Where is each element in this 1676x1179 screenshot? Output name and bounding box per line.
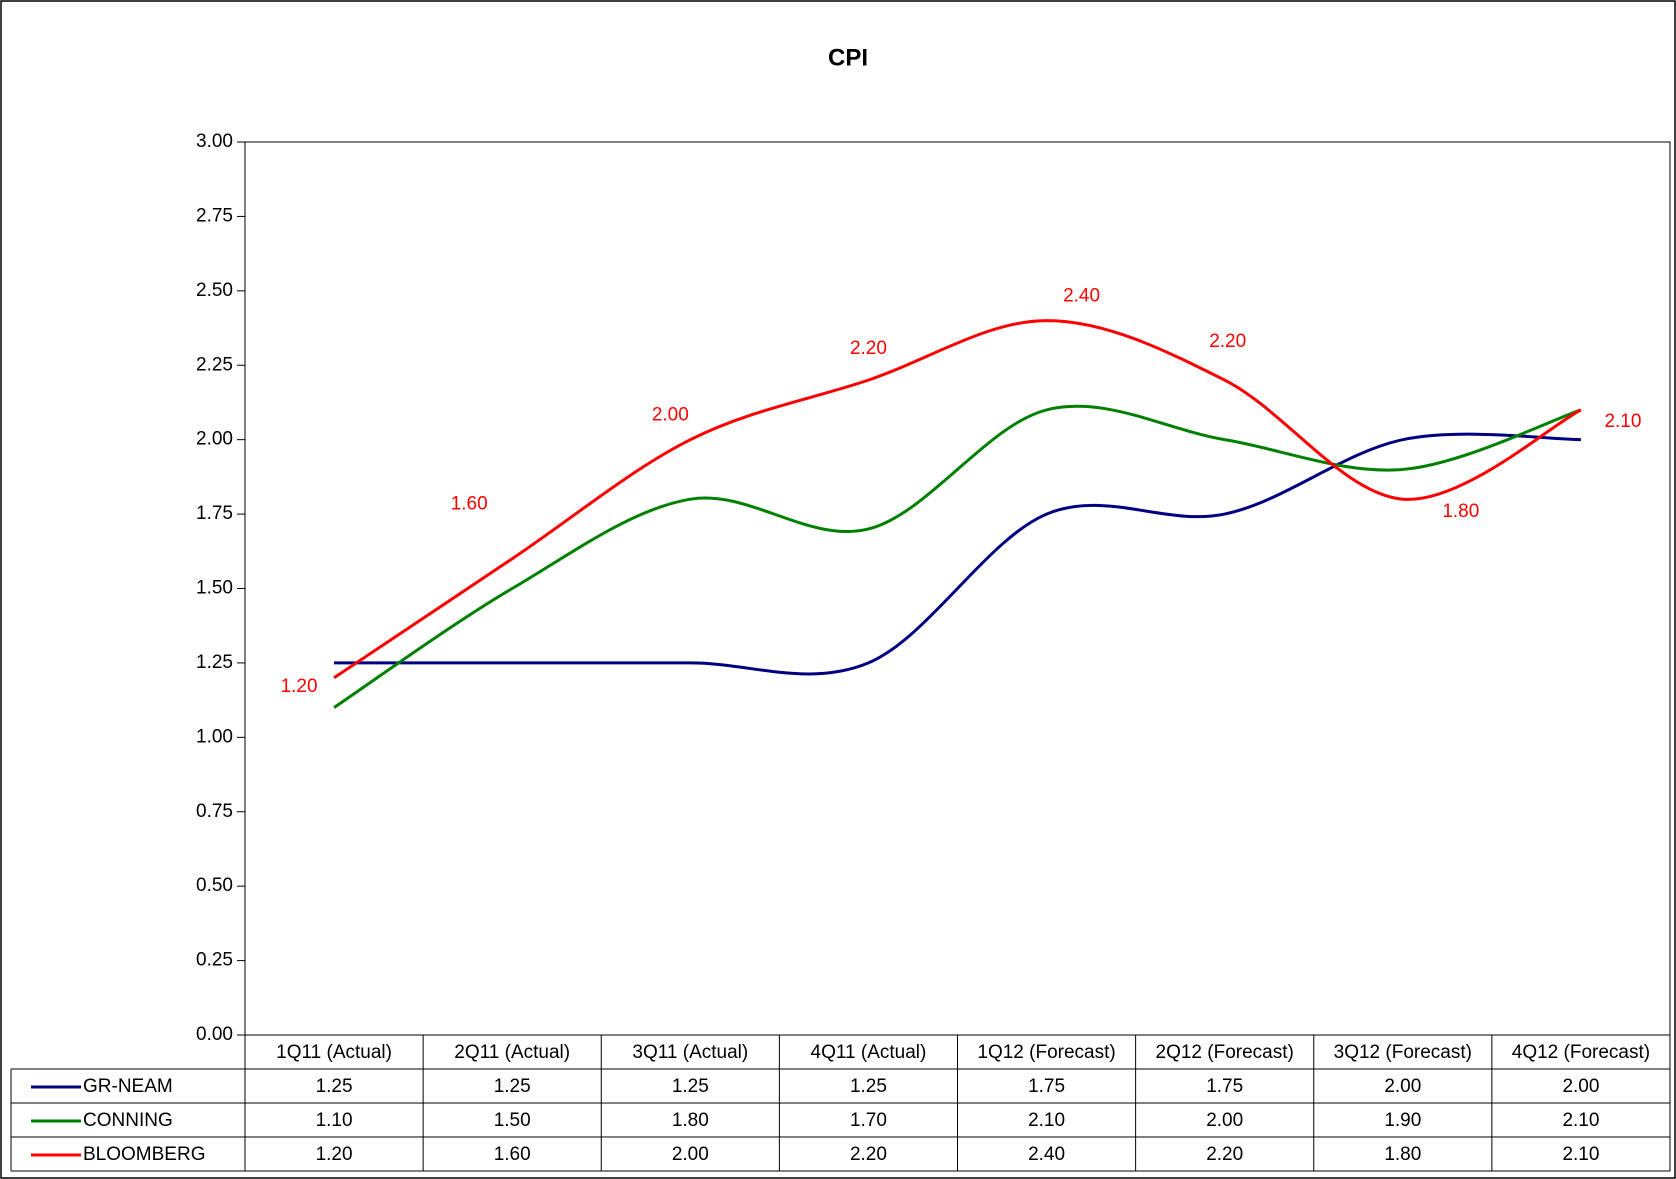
table-cell: 1.25 (494, 1076, 531, 1097)
y-tick-label: 1.50 (196, 578, 233, 599)
x-category-label: 2Q11 (Actual) (454, 1042, 570, 1063)
y-tick-label: 2.50 (196, 280, 233, 301)
data-label: 1.20 (281, 676, 318, 697)
series-line (334, 432, 1581, 676)
legend-label: GR-NEAM (83, 1076, 173, 1097)
table-cell: 2.40 (1028, 1144, 1065, 1165)
x-category-label: 1Q12 (Forecast) (977, 1042, 1115, 1063)
y-tick-label: 0.50 (196, 875, 233, 896)
table-cell: 1.75 (1028, 1076, 1065, 1097)
x-category-label: 4Q12 (Forecast) (1512, 1042, 1650, 1063)
table-cell: 2.00 (672, 1144, 709, 1165)
series-line (333, 404, 1582, 709)
data-label: 1.80 (1442, 501, 1479, 522)
legend-label: CONNING (83, 1110, 173, 1131)
table-cell: 2.00 (1384, 1076, 1421, 1097)
table-cell: 1.80 (1384, 1144, 1421, 1165)
table-cell: 1.90 (1384, 1110, 1421, 1131)
table-cell: 1.80 (672, 1110, 709, 1131)
table-cell: 1.25 (316, 1076, 353, 1097)
table-cell: 1.50 (494, 1110, 531, 1131)
table-cell: 1.10 (316, 1110, 353, 1131)
data-label: 2.20 (1209, 331, 1246, 352)
y-tick-label: 0.75 (196, 801, 233, 822)
legend-label: BLOOMBERG (83, 1144, 205, 1165)
x-category-label: 4Q11 (Actual) (811, 1042, 927, 1063)
y-tick-label: 2.00 (196, 429, 233, 450)
x-category-label: 1Q11 (Actual) (276, 1042, 392, 1063)
table-cell: 2.10 (1028, 1110, 1065, 1131)
table-cell: 1.20 (316, 1144, 353, 1165)
table-cell: 2.20 (850, 1144, 887, 1165)
y-tick-label: 1.75 (196, 503, 233, 524)
y-tick-label: 1.25 (196, 652, 233, 673)
table-cell: 1.60 (494, 1144, 531, 1165)
data-label: 2.00 (652, 405, 689, 426)
y-tick-label: 0.00 (196, 1024, 233, 1045)
table-cell: 2.10 (1562, 1110, 1599, 1131)
table-cell: 2.10 (1562, 1144, 1599, 1165)
x-category-label: 3Q12 (Forecast) (1334, 1042, 1472, 1063)
chart-title: CPI (828, 44, 868, 71)
data-label: 2.10 (1604, 411, 1641, 432)
table-cell: 2.00 (1206, 1110, 1243, 1131)
data-label: 2.40 (1063, 286, 1100, 307)
y-tick-label: 2.25 (196, 354, 233, 375)
table-cell: 1.75 (1206, 1076, 1243, 1097)
y-tick-label: 3.00 (196, 131, 233, 152)
y-tick-label: 0.25 (196, 950, 233, 971)
series-line (333, 319, 1582, 680)
x-category-label: 2Q12 (Forecast) (1156, 1042, 1294, 1063)
table-cell: 1.25 (850, 1076, 887, 1097)
table-cell: 2.00 (1562, 1076, 1599, 1097)
y-tick-label: 2.75 (196, 205, 233, 226)
y-tick-label: 1.00 (196, 726, 233, 747)
x-category-label: 3Q11 (Actual) (632, 1042, 748, 1063)
table-cell: 2.20 (1206, 1144, 1243, 1165)
data-label: 1.60 (451, 494, 488, 515)
table-cell: 1.25 (672, 1076, 709, 1097)
table-cell: 1.70 (850, 1110, 887, 1131)
data-label: 2.20 (850, 338, 887, 359)
